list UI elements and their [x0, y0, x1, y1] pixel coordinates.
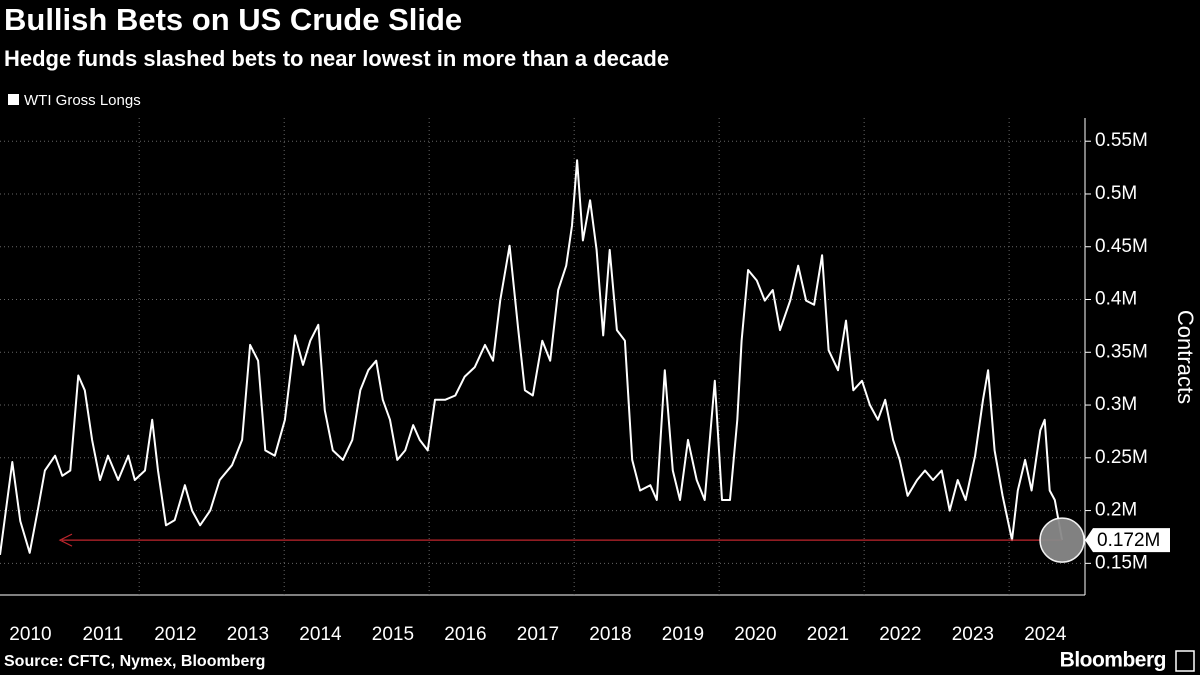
- latest-point: [1039, 517, 1085, 563]
- x-tick-label: 2012: [154, 624, 196, 645]
- value-label-box: [1085, 528, 1170, 553]
- series-line: [0, 159, 1064, 556]
- x-tick-label: 2013: [227, 624, 269, 645]
- legend-label: WTI Gross Longs: [24, 92, 141, 109]
- x-tick-label: 2015: [372, 624, 414, 645]
- x-tick-label: 2021: [807, 624, 849, 645]
- x-tick-label: 2022: [879, 624, 921, 645]
- y-tick-label: 0.45M: [1095, 236, 1148, 257]
- legend-swatch: [8, 94, 19, 105]
- x-tick-label: 2011: [83, 624, 124, 645]
- y-tick-label: 0.3M: [1095, 394, 1137, 415]
- value-label: 0.172M: [1097, 530, 1160, 551]
- x-tick-label: 2014: [299, 624, 342, 645]
- source: Source: CFTC, Nymex, Bloomberg: [4, 653, 265, 670]
- brand-icon: [1175, 650, 1195, 672]
- brand: Bloomberg: [1060, 649, 1166, 672]
- y-tick-label: 0.25M: [1095, 447, 1148, 468]
- x-tick-label: 2010: [9, 624, 51, 645]
- y-tick-label: 0.15M: [1095, 552, 1148, 573]
- y-axis-label: Contracts: [1173, 310, 1198, 404]
- y-tick-label: 0.55M: [1095, 130, 1148, 151]
- y-tick-label: 0.35M: [1095, 341, 1148, 362]
- x-tick-label: 2016: [444, 624, 486, 645]
- chart-subtitle: Hedge funds slashed bets to near lowest …: [4, 46, 669, 71]
- x-tick-label: 2019: [662, 624, 704, 645]
- y-tick-label: 0.5M: [1095, 183, 1137, 204]
- annotation-arrow: [58, 533, 73, 547]
- x-tick-label: 2017: [517, 624, 559, 645]
- x-tick-label: 2023: [952, 624, 994, 645]
- x-tick-label: 2020: [734, 624, 776, 645]
- x-tick-label: 2018: [589, 624, 631, 645]
- chart-title: Bullish Bets on US Crude Slide: [4, 2, 462, 37]
- x-tick-label: 2024: [1024, 624, 1067, 645]
- y-tick-label: 0.4M: [1095, 289, 1137, 310]
- y-tick-label: 0.2M: [1095, 500, 1137, 521]
